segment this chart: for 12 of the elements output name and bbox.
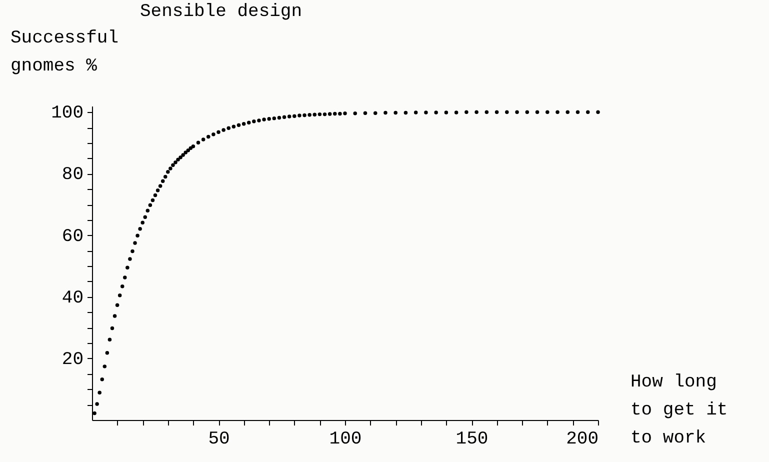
y-tick-label: 20 — [62, 350, 84, 370]
y-tick-label: 40 — [62, 288, 84, 308]
y-axis-title: Successful gnomes % — [10, 28, 119, 76]
y-tick-label: 100 — [51, 104, 84, 124]
x-tick-label: 150 — [456, 430, 488, 450]
x-tick-label: 50 — [208, 430, 230, 450]
chart-title: Sensible design — [140, 2, 302, 22]
x-tick-label: 100 — [329, 430, 362, 450]
x-tick-label: 200 — [566, 430, 598, 450]
y-tick-label: 60 — [62, 226, 84, 247]
x-axis-title: How long to get it to work — [630, 372, 728, 448]
y-tick-label: 80 — [62, 165, 84, 186]
